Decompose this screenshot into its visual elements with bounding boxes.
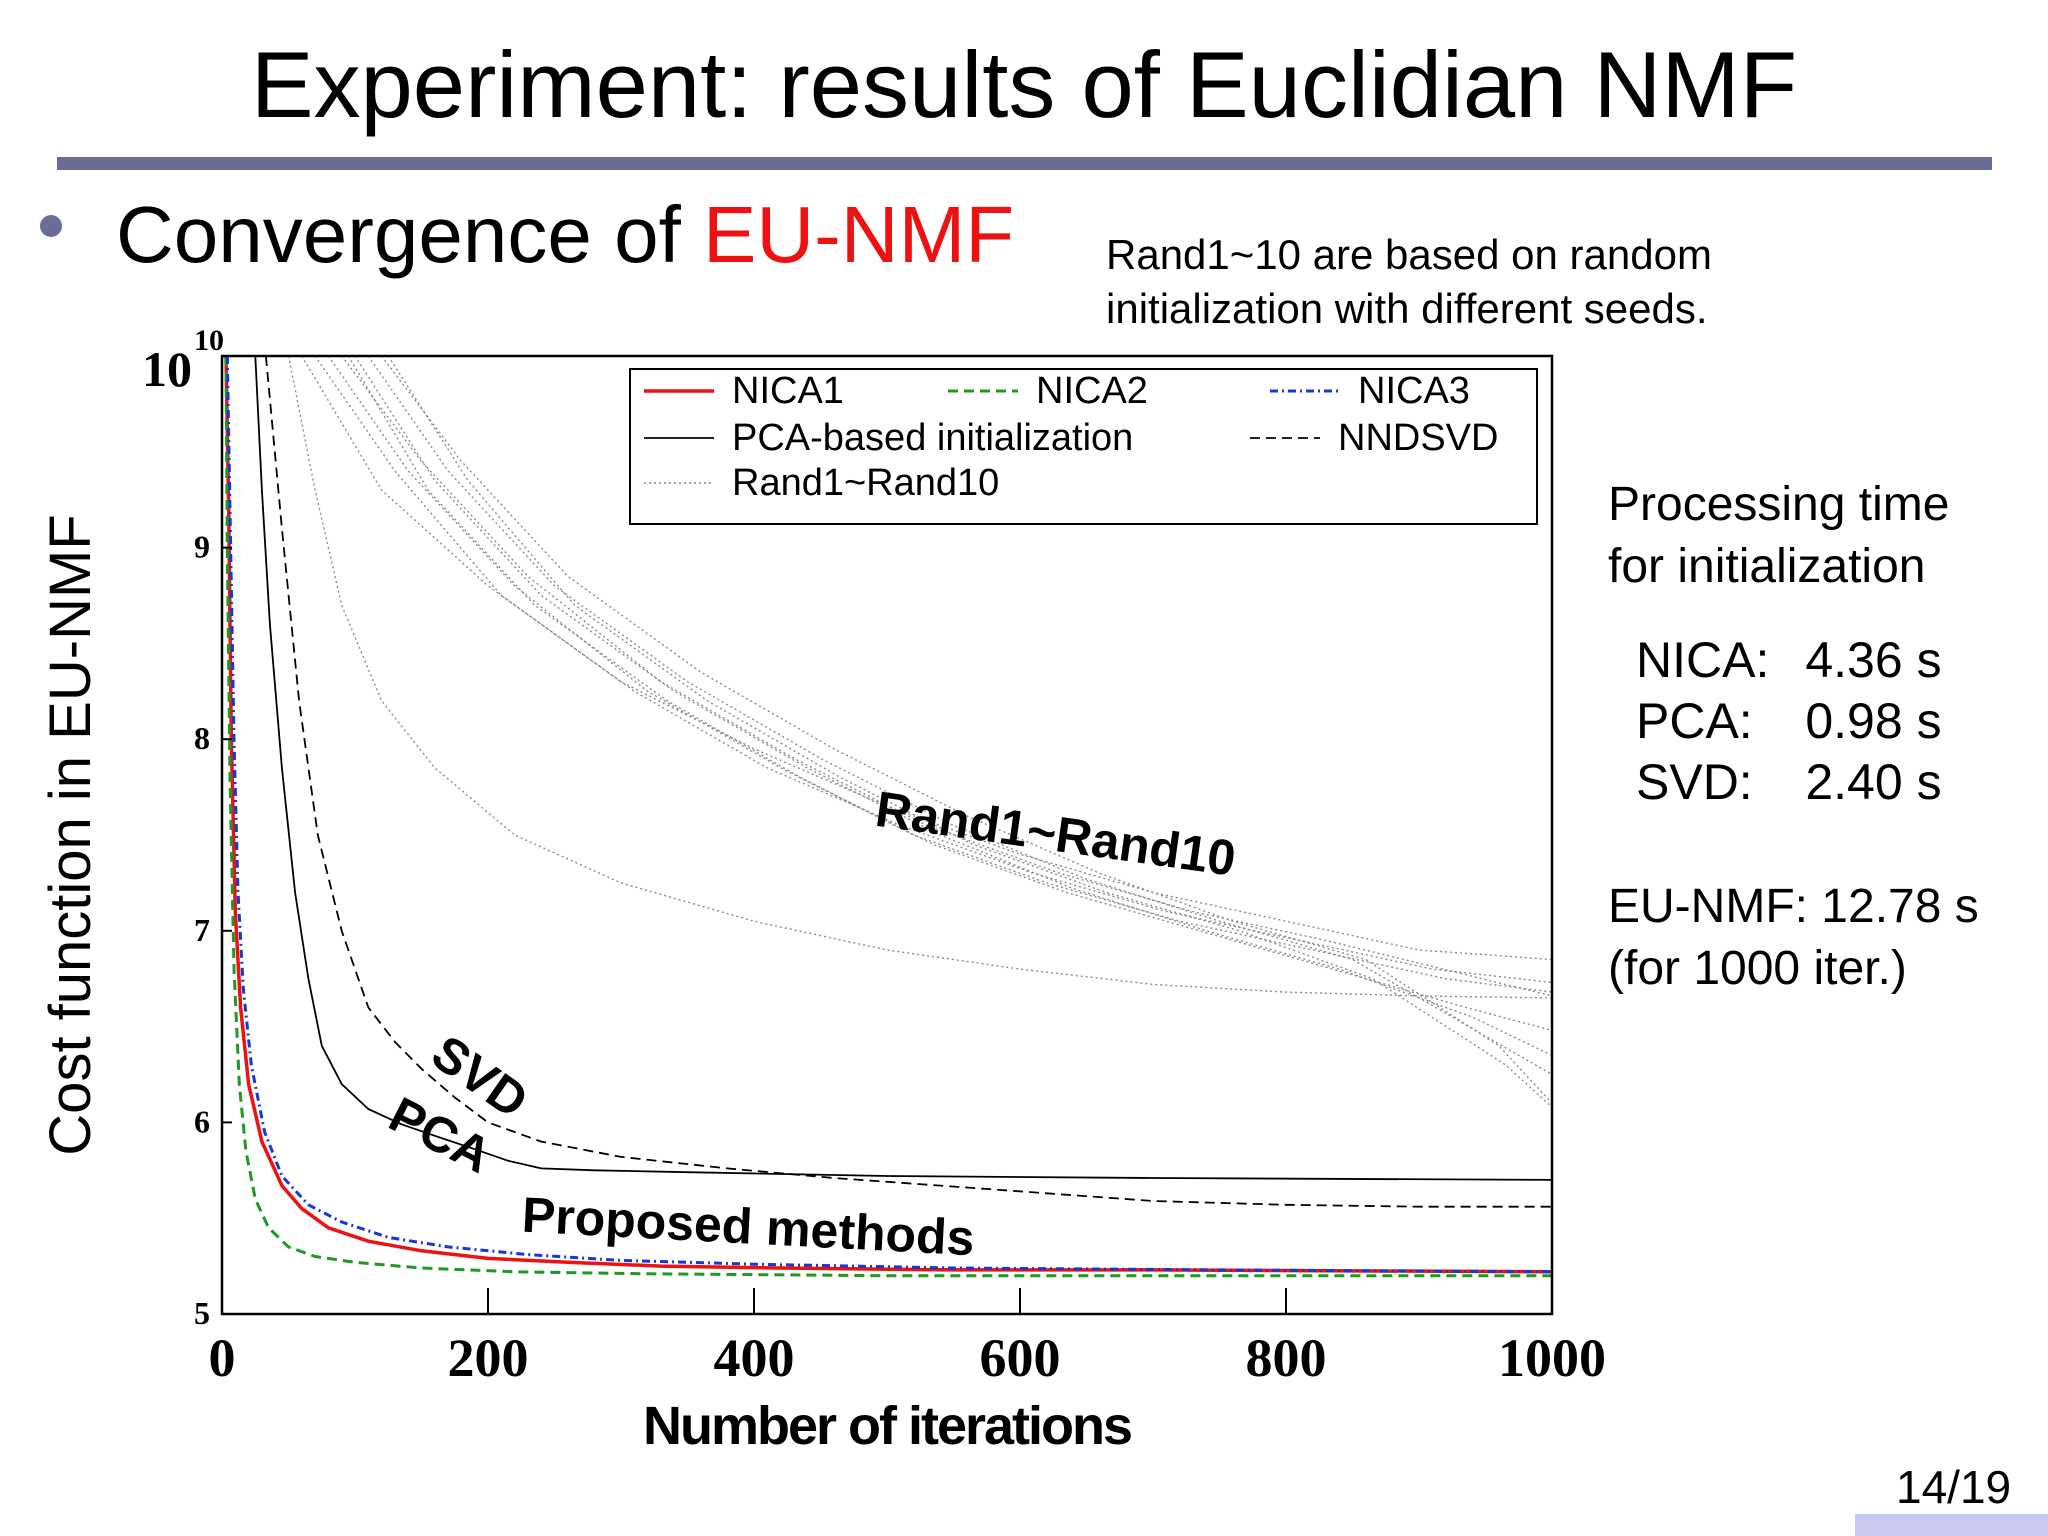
- series-line-rand8: [381, 356, 1552, 1104]
- series-line-nndsvd: [265, 356, 1552, 1208]
- eunmf-time-line2: (for 1000 iter.): [1608, 942, 1907, 995]
- seed-note-line2: initialization with different seeds.: [1106, 285, 1708, 332]
- y-top-label: 10: [142, 341, 192, 397]
- time-row: NICA: 4.36 s: [1636, 630, 1978, 691]
- bullet-highlight: EU-NMF: [703, 190, 1015, 279]
- legend-label: NICA2: [1036, 370, 1148, 412]
- title-rule: [57, 157, 1992, 170]
- processing-title-line1: Processing time: [1608, 478, 1950, 531]
- series-line-rand4: [341, 356, 1552, 997]
- series-line-rand2: [314, 356, 1552, 984]
- chart-annotation: Proposed methods: [521, 1187, 976, 1267]
- time-value: 0.98 s: [1805, 693, 1942, 749]
- series-line-pca-based-initialization: [254, 356, 1552, 1181]
- processing-times-table: NICA: 4.36 s PCA: 0.98 s SVD: 2.40 s: [1636, 630, 1978, 813]
- y-axis-label: Cost function in EU-NMF: [38, 514, 103, 1155]
- y-tick-label: 9: [194, 529, 210, 565]
- eunmf-time: EU-NMF: 12.78 s (for 1000 iter.): [1608, 876, 1979, 1000]
- processing-title: Processing time for initialization: [1608, 474, 1949, 598]
- x-tick-label: 200: [448, 1328, 529, 1388]
- x-tick-label: 800: [1246, 1328, 1327, 1388]
- eunmf-time-line1: EU-NMF: 12.78 s: [1608, 880, 1979, 933]
- time-row: PCA: 0.98 s: [1636, 691, 1978, 752]
- chart-annotation: Rand1~Rand10: [872, 781, 1239, 887]
- legend-label: NICA3: [1358, 370, 1470, 412]
- series-line-nica2: [224, 356, 1552, 1278]
- page-indicator-bar: [1855, 1514, 2048, 1536]
- legend-label: NICA1: [732, 370, 844, 412]
- x-tick-label: 400: [714, 1328, 795, 1388]
- time-row: SVD: 2.40 s: [1636, 752, 1978, 813]
- y-tick-label: 8: [194, 720, 210, 756]
- x-axis-label: Number of iterations: [643, 1396, 1131, 1456]
- series-line-nica1: [224, 356, 1552, 1274]
- processing-title-line2: for initialization: [1608, 540, 1926, 593]
- y-top-exponent: 10: [194, 324, 224, 357]
- bullet-prefix: Convergence of: [116, 190, 704, 279]
- y-tick-label: 7: [194, 912, 210, 948]
- legend-label: NNDSVD: [1338, 417, 1498, 459]
- bullet-dot: [40, 215, 62, 237]
- x-tick-label: 600: [980, 1328, 1061, 1388]
- time-label: SVD:: [1636, 754, 1753, 810]
- plot-frame: [220, 354, 1554, 1316]
- bullet-text: Convergence of EU-NMF: [116, 190, 1014, 280]
- time-label: PCA:: [1636, 693, 1753, 749]
- x-tick-label: 0: [209, 1328, 236, 1388]
- x-tick-label: 1000: [1498, 1328, 1606, 1388]
- y-tick-label: 5: [194, 1295, 210, 1331]
- legend-box: [629, 368, 1538, 525]
- legend-label: Rand1~Rand10: [732, 462, 999, 504]
- legend-label: PCA-based initialization: [732, 417, 1133, 459]
- slide-title: Experiment: results of Euclidian NMF: [250, 32, 1798, 137]
- time-value: 4.36 s: [1805, 632, 1942, 688]
- series-line-rand7: [367, 356, 1552, 1076]
- time-label: NICA:: [1636, 632, 1770, 688]
- page-number: 14/19: [1896, 1461, 2012, 1513]
- y-tick-label: 6: [194, 1103, 210, 1139]
- seed-note: Rand1~10 are based on random initializat…: [1106, 228, 1712, 336]
- series-line-nica3: [225, 356, 1552, 1274]
- series-line-rand5: [347, 356, 1552, 1032]
- series-line-rand1: [301, 356, 1552, 961]
- series-line-rand6: [354, 356, 1552, 1056]
- seed-note-line1: Rand1~10 are based on random: [1106, 231, 1712, 278]
- time-value: 2.40 s: [1805, 754, 1942, 810]
